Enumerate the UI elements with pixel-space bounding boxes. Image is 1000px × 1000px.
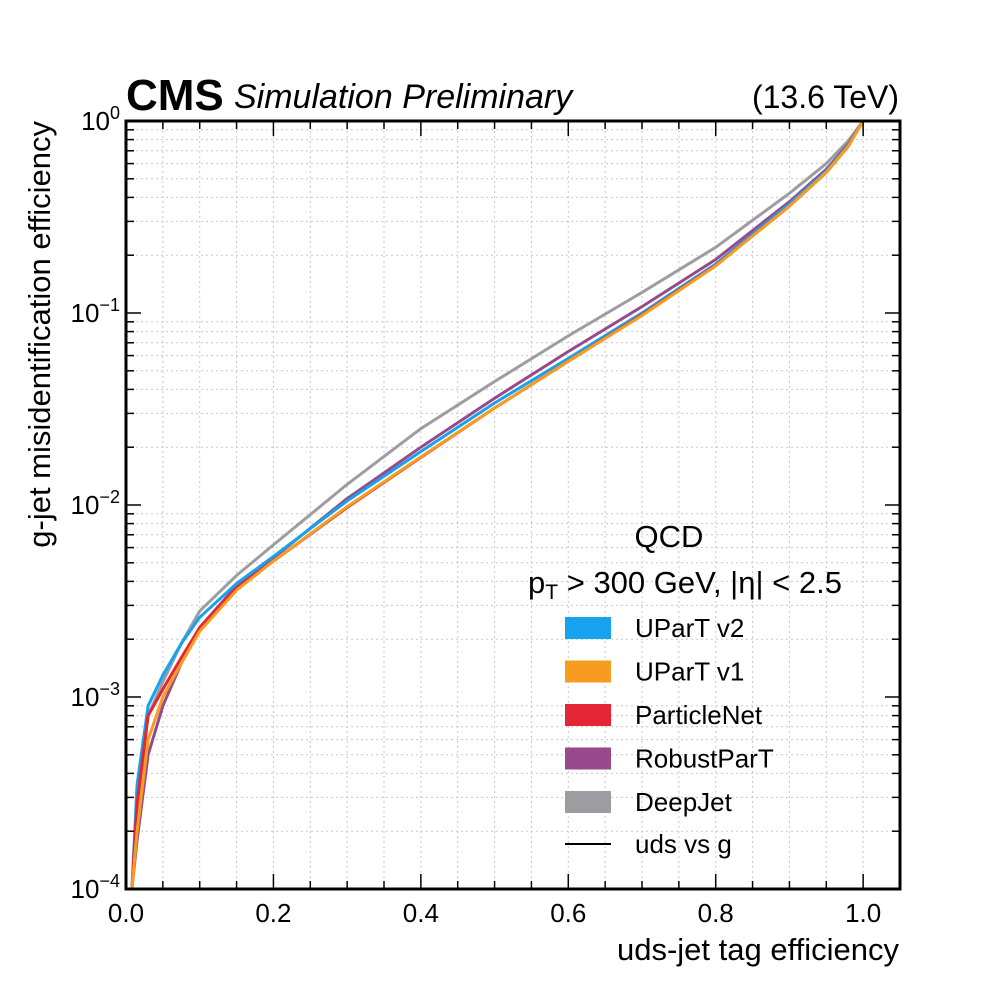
legend: QCD pT > 300 GeV, |η| < 2.5 UParT v2 UPar… — [528, 519, 842, 859]
x-tick-label: 0.4 — [403, 898, 439, 928]
legend-label: UParT v2 — [635, 613, 744, 643]
x-tick-label: 0.0 — [108, 898, 144, 928]
y-axis-title: g-jet misidentification efficiency — [22, 121, 57, 548]
curve-robustpart — [130, 120, 865, 890]
legend-label: DeepJet — [635, 787, 733, 817]
legend-title-cuts: pT > 300 GeV, |η| < 2.5 — [528, 565, 842, 604]
plot-frame — [124, 119, 902, 891]
legend-swatch — [565, 704, 611, 726]
x-tick-label: 0.8 — [698, 898, 734, 928]
legend-label: RobustParT — [635, 744, 774, 774]
curve-upart-v2 — [130, 120, 865, 890]
x-tick-label: 1.0 — [845, 898, 881, 928]
grid — [125, 121, 901, 889]
y-tick-label: 10−3 — [71, 679, 120, 712]
curve-upart-v1 — [130, 120, 865, 890]
legend-swatch — [565, 747, 611, 770]
y-tick-label: 10−2 — [71, 487, 120, 520]
status-label: Simulation Preliminary — [234, 78, 574, 116]
curves — [130, 120, 865, 890]
legend-swatch — [565, 617, 611, 639]
y-tick-label: 100 — [81, 103, 120, 136]
legend-style-label: uds vs g — [635, 829, 732, 859]
y-tick-label: 10−1 — [71, 295, 120, 328]
x-tick-label: 0.2 — [255, 898, 291, 928]
experiment-label: CMS — [126, 71, 224, 120]
x-tick-labels: 0.0 0.2 0.4 0.6 0.8 1.0 — [108, 898, 881, 928]
legend-swatch — [565, 660, 611, 683]
x-tick-label: 0.6 — [550, 898, 586, 928]
x-axis-title: uds-jet tag efficiency — [617, 932, 900, 967]
legend-label: UParT v1 — [635, 657, 744, 687]
legend-swatch — [565, 791, 611, 813]
energy-label: (13.6 TeV) — [752, 79, 899, 115]
y-tick-labels: 100 10−1 10−2 10−3 10−4 — [71, 103, 120, 904]
legend-title-process: QCD — [635, 519, 704, 554]
y-tick-label: 10−4 — [71, 871, 120, 904]
curve-deepjet — [130, 120, 865, 890]
legend-label: ParticleNet — [635, 700, 763, 730]
